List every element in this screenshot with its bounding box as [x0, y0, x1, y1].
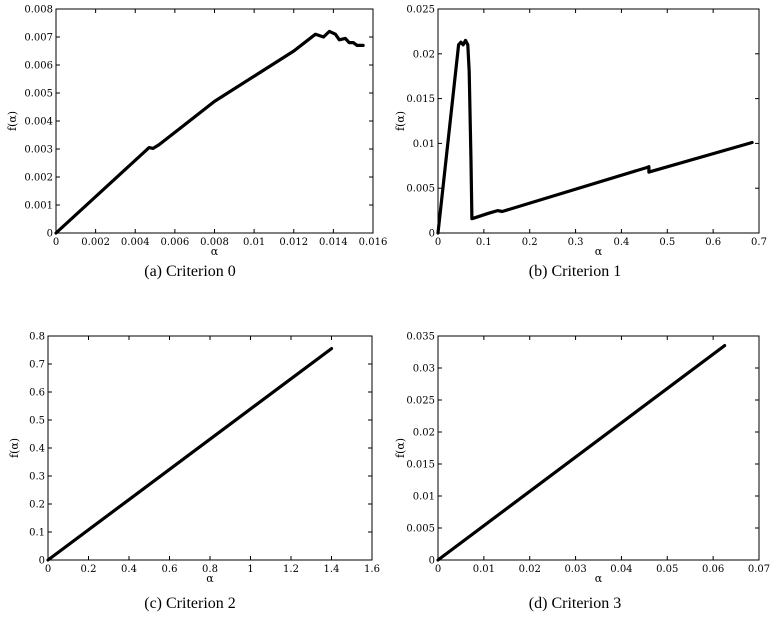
y-tick-label: 0.006 [24, 61, 53, 72]
x-tick-label: 0.05 [656, 564, 678, 575]
x-tick-label: 0.04 [610, 564, 632, 575]
x-axis-label: α [595, 245, 603, 258]
chart-panel-0: 0 0.002 0.004 0.006 0.008 0.01 0.012 0.014 0.016… [6, 5, 387, 281]
chart-caption: (b) Criterion 1 [529, 263, 621, 280]
y-tick-label: 0.03 [413, 364, 435, 375]
series-line-0 [436, 344, 727, 562]
x-tick-label: 0.2 [522, 237, 538, 248]
y-tick-label: 0.8 [29, 332, 45, 343]
y-tick-label: 0.003 [24, 145, 53, 156]
y-tick-label: 0.005 [406, 184, 435, 195]
x-axis-label: α [211, 245, 219, 258]
x-tick-label: 1.2 [283, 564, 299, 575]
y-tick-label: 0.6 [29, 388, 45, 399]
y-tick-label: 0.01 [413, 492, 435, 503]
y-tick-label: 0.015 [406, 94, 435, 105]
y-tick-label: 0.025 [406, 396, 435, 407]
y-tick-label: 0 [429, 556, 435, 567]
y-tick-label: 0.3 [29, 472, 45, 483]
y-tick-label: 0.015 [406, 460, 435, 471]
x-axis-label: α [206, 572, 214, 585]
x-tick-label: 0.4 [121, 564, 137, 575]
x-tick-label: 0.006 [161, 237, 190, 248]
y-tick-label: 0.007 [24, 33, 53, 44]
y-axis-label: f(α) [8, 438, 21, 458]
series-line-0 [436, 38, 754, 235]
x-tick-label: 1.6 [364, 564, 380, 575]
x-tick-label: 0.4 [613, 237, 629, 248]
plot-frame [437, 335, 760, 561]
x-tick-label: 0.002 [81, 237, 110, 248]
x-tick-label: 0.3 [568, 237, 584, 248]
y-tick-label: 0 [39, 556, 45, 567]
x-axis-label: α [595, 572, 603, 585]
chart-panel-1: 0 0.1 0.2 0.3 0.4 0.5 0.6 0.7 0 0.005 0.01 0.015 0.0… [394, 5, 767, 281]
x-tick-label: 0.014 [319, 237, 348, 248]
series-line-0 [46, 347, 334, 562]
plot-frame [437, 8, 760, 234]
y-tick-label: 0.02 [413, 49, 435, 60]
y-tick-label: 0.025 [406, 5, 435, 16]
series-line-0 [54, 29, 365, 235]
y-axis-label: f(α) [394, 438, 407, 458]
x-tick-label: 1 [247, 564, 253, 575]
x-tick-label: 0 [435, 564, 441, 575]
x-tick-label: 0.008 [200, 237, 229, 248]
y-tick-label: 0.005 [24, 89, 53, 100]
y-tick-label: 0.002 [24, 173, 53, 184]
x-tick-label: 0.8 [202, 564, 218, 575]
x-tick-label: 0.01 [473, 564, 495, 575]
x-tick-label: 0.016 [359, 237, 388, 248]
y-tick-label: 0.01 [413, 139, 435, 150]
x-tick-label: 0.02 [519, 564, 541, 575]
y-tick-label: 0.1 [29, 528, 45, 539]
chart-caption: (d) Criterion 3 [529, 595, 621, 612]
x-tick-label: 0 [53, 237, 59, 248]
y-tick-label: 0.001 [24, 201, 53, 212]
x-tick-label: 0.6 [705, 237, 721, 248]
chart-caption: (c) Criterion 2 [144, 595, 236, 612]
x-tick-label: 0.7 [751, 237, 767, 248]
y-tick-label: 0 [429, 229, 435, 240]
x-tick-label: 1.4 [324, 564, 340, 575]
x-tick-label: 0.01 [243, 237, 265, 248]
x-tick-label: 0.2 [81, 564, 97, 575]
chart-panel-3: 0 0.01 0.02 0.03 0.04 0.05 0.06 0.07 0 0.005 0.01 0… [394, 332, 770, 613]
y-tick-label: 0.2 [29, 500, 45, 511]
plot-frame [47, 335, 373, 561]
y-tick-label: 0.005 [406, 524, 435, 535]
y-tick-label: 0.7 [29, 360, 45, 371]
x-tick-label: 0.004 [121, 237, 150, 248]
x-tick-label: 0.5 [659, 237, 675, 248]
x-tick-label: 0.07 [748, 564, 770, 575]
y-tick-label: 0.02 [413, 428, 435, 439]
x-tick-label: 0.1 [476, 237, 492, 248]
x-tick-label: 0.03 [564, 564, 586, 575]
chart-panel-2: 0 0.2 0.4 0.6 0.8 1 1.2 1.4 1.6 0 0.1 0.2 0.3 0.4 0.5 0… [8, 332, 380, 613]
x-tick-label: 0 [435, 237, 441, 248]
y-tick-label: 0.008 [24, 5, 53, 16]
y-tick-label: 0 [47, 229, 53, 240]
y-axis-label: f(α) [394, 111, 407, 131]
plot-frame [55, 8, 374, 234]
y-tick-label: 0.035 [406, 332, 435, 343]
x-tick-label: 0.06 [702, 564, 724, 575]
chart-caption: (a) Criterion 0 [144, 263, 236, 280]
x-tick-label: 0.012 [279, 237, 308, 248]
y-axis-label: f(α) [6, 111, 19, 131]
x-tick-label: 0.6 [162, 564, 178, 575]
x-tick-label: 0 [45, 564, 51, 575]
y-tick-label: 0.5 [29, 416, 45, 427]
y-tick-label: 0.004 [24, 117, 53, 128]
y-tick-label: 0.4 [29, 444, 45, 455]
